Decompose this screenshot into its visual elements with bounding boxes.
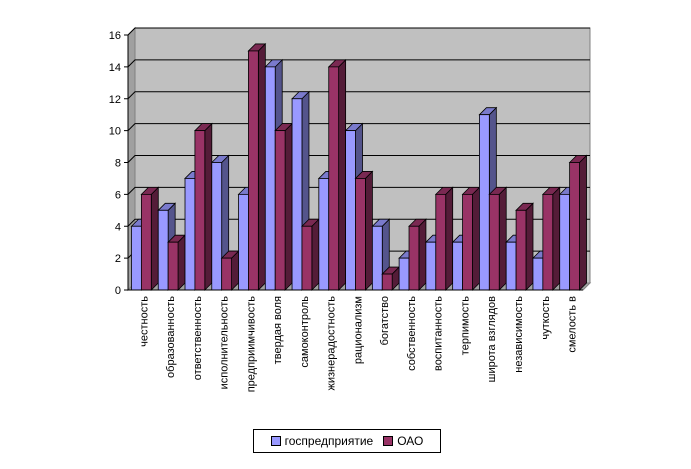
x-category-label: самоконтроль <box>299 296 311 368</box>
x-category-label: богатство <box>379 296 391 345</box>
x-category-label: рационализм <box>352 296 364 364</box>
x-category-label: предприимчивость <box>245 296 257 393</box>
legend: госпредприятие ОАО <box>253 429 441 453</box>
y-tick-label: 10 <box>109 126 121 138</box>
gridline <box>127 59 590 68</box>
x-category-label: смелость в <box>567 296 579 353</box>
bar-2-10 <box>381 266 401 291</box>
bar-2-17 <box>568 154 588 291</box>
gridline <box>127 123 590 131</box>
x-category-label: независимость <box>513 296 525 373</box>
bar-2-14 <box>488 186 508 291</box>
y-tick-label: 16 <box>109 30 121 42</box>
y-tick-label: 0 <box>115 285 121 297</box>
gridline <box>127 27 590 36</box>
y-tick-label: 8 <box>115 158 121 170</box>
x-category-label: чуткость <box>540 296 552 340</box>
x-category-label: терпимость <box>459 296 471 355</box>
bar-2-5 <box>247 42 267 291</box>
x-category-label: широта взглядов <box>486 296 498 382</box>
bar-2-9 <box>354 170 374 291</box>
bar-2-6 <box>274 122 294 291</box>
x-category-label: образованность <box>165 296 177 378</box>
x-category-label: честность <box>138 296 150 347</box>
bar-2-3 <box>193 122 213 291</box>
legend-label-series-2: ОАО <box>397 434 424 448</box>
y-tick-label: 14 <box>109 62 121 74</box>
gridline <box>127 186 590 195</box>
bar-2-13 <box>461 186 481 291</box>
legend-swatch-series-1 <box>270 436 281 446</box>
legend-swatch-series-2 <box>383 436 394 446</box>
bar-2-1 <box>140 186 160 291</box>
y-tick-label: 4 <box>115 221 121 233</box>
x-category-label: исполнительность <box>219 296 231 390</box>
y-tick-label: 6 <box>115 189 121 201</box>
x-category-label: жизнерадостность <box>326 296 338 391</box>
x-category-label: твердая воля <box>272 296 284 364</box>
x-category-label: собственность <box>406 296 418 371</box>
y-axis: 0 2 4 6 8 10 12 14 16 <box>109 30 129 297</box>
gridline <box>127 91 590 100</box>
bar-2-11 <box>408 218 427 291</box>
bar-2-12 <box>434 186 454 291</box>
y-tick-label: 2 <box>115 253 121 265</box>
legend-item-series-1: госпредприятие <box>270 434 374 448</box>
y-tick-label: 12 <box>109 94 121 106</box>
bar-2-8 <box>327 58 347 291</box>
bar-2-16 <box>541 186 561 291</box>
x-axis: честность образованность ответственность ис… <box>128 289 583 393</box>
bar-2-15 <box>515 202 534 291</box>
bars <box>130 42 588 291</box>
legend-item-series-2: ОАО <box>383 434 423 448</box>
bar-2-7 <box>301 218 320 291</box>
gridline <box>127 155 590 163</box>
legend-label-series-1: госпредприятие <box>284 434 374 448</box>
bar-2-4 <box>220 250 240 291</box>
x-category-label: ответственность <box>192 296 204 380</box>
bar-2-2 <box>167 234 187 291</box>
x-category-label: воспитанность <box>433 296 445 371</box>
